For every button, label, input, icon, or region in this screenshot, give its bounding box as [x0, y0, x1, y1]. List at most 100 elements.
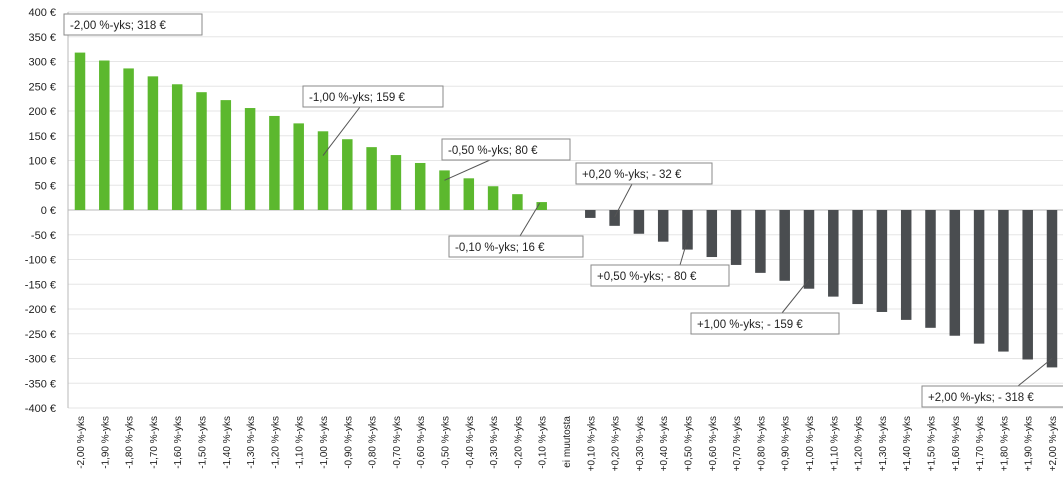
y-tick-label: -150 €	[25, 279, 56, 291]
y-tick-label: 0 €	[41, 205, 56, 217]
bar	[512, 194, 523, 210]
y-tick-label: 250 €	[28, 81, 56, 93]
x-category-label: +0,40 %-yks	[659, 416, 670, 471]
bar	[342, 139, 353, 210]
x-category-label: +0,30 %-yks	[635, 416, 646, 471]
x-category-label: +0,70 %-yks	[732, 416, 743, 471]
bar	[366, 147, 377, 210]
bar	[74, 52, 86, 211]
x-category-label: -0,70 %-yks	[392, 416, 403, 469]
y-tick-label: 400 €	[28, 7, 56, 19]
bar	[293, 123, 304, 210]
annotation-box	[575, 162, 713, 185]
annotation-box	[921, 385, 1063, 408]
annotation-label: -1,00 %-yks; 159 €	[309, 92, 405, 104]
annotation-box	[441, 138, 571, 161]
annotation-label: -0,10 %-yks; 16 €	[455, 242, 545, 254]
annotation-leader-line	[614, 183, 633, 218]
y-tick-label: -400 €	[25, 403, 56, 415]
bar	[925, 210, 936, 328]
bar	[876, 210, 888, 312]
x-category-label: -0,10 %-yks	[538, 416, 549, 469]
x-category-label: -1,40 %-yks	[222, 416, 233, 469]
x-category-label: +1,00 %-yks	[805, 416, 816, 471]
x-category-label: -0,40 %-yks	[465, 416, 476, 469]
bars	[74, 52, 1058, 368]
x-category-label: +0,10 %-yks	[586, 416, 597, 471]
x-category-label: -1,70 %-yks	[149, 416, 160, 469]
x-category-label: +0,20 %-yks	[611, 416, 622, 471]
bar	[900, 210, 912, 320]
annotations: -2,00 %-yks; 318 € -1,00 %-yks; 159 € -0,5…	[63, 13, 1063, 408]
bar	[998, 210, 1009, 352]
y-tick-label: -100 €	[25, 255, 56, 267]
annotation-box	[690, 312, 840, 335]
annotation-box	[63, 13, 203, 36]
x-category-label: +0,60 %-yks	[708, 416, 719, 471]
bar	[196, 92, 207, 210]
bar	[123, 68, 134, 211]
x-category-label: -0,60 %-yks	[416, 416, 427, 469]
annotation-box	[302, 85, 444, 108]
bar	[439, 170, 450, 210]
bar	[682, 210, 693, 250]
bar	[99, 60, 110, 211]
x-category-label: +1,60 %-yks	[951, 416, 962, 471]
y-tick-label: -50 €	[31, 230, 56, 242]
annotation-leader-line	[1017, 358, 1053, 387]
x-category-label: -1,10 %-yks	[295, 416, 306, 469]
bar	[171, 84, 183, 210]
annotation-leader-line	[322, 106, 361, 156]
x-category-label: +1,80 %-yks	[999, 416, 1010, 471]
x-category-label: -1,60 %-yks	[173, 416, 184, 469]
bar	[244, 108, 256, 210]
x-category-label: +1,40 %-yks	[902, 416, 913, 471]
x-category-label: -2,00 %-yks	[76, 416, 87, 469]
x-category-label: +0,90 %-yks	[781, 416, 792, 471]
x-category-label: +1,50 %-yks	[927, 416, 938, 471]
bar	[755, 210, 766, 273]
x-category-label: +2,00 %-yks	[1048, 416, 1059, 471]
annotation-label: -0,50 %-yks; 80 €	[448, 145, 538, 157]
bar	[828, 210, 839, 297]
x-category-label: -1,50 %-yks	[198, 416, 209, 469]
y-tick-label: -250 €	[25, 329, 56, 341]
bar	[585, 210, 596, 218]
y-tick-label: 200 €	[28, 106, 56, 118]
bar	[779, 210, 790, 281]
x-category-label: -0,50 %-yks	[441, 416, 452, 469]
x-category-label: -0,90 %-yks	[343, 416, 354, 469]
bar	[414, 162, 426, 210]
annotation-label: +0,20 %-yks; - 32 €	[582, 169, 682, 181]
bar	[949, 210, 961, 336]
x-category-label: +1,90 %-yks	[1024, 416, 1035, 471]
x-category-label: +0,80 %-yks	[756, 416, 767, 471]
x-category-label: +1,20 %-yks	[854, 416, 865, 471]
bar	[147, 76, 159, 210]
gridlines	[68, 11, 1063, 409]
annotation-box	[590, 264, 730, 287]
y-tick-label: 150 €	[28, 131, 56, 143]
annotation-label: -2,00 %-yks; 318 €	[70, 20, 166, 32]
x-category-label: -1,80 %-yks	[125, 416, 136, 469]
annotation-label: +1,00 %-yks; - 159 €	[697, 319, 803, 331]
y-tick-label: 350 €	[28, 32, 56, 44]
x-category-label: -0,20 %-yks	[513, 416, 524, 469]
x-category-label: +1,70 %-yks	[975, 416, 986, 471]
y-tick-label: -300 €	[25, 354, 56, 366]
x-category-label: +0,50 %-yks	[684, 416, 695, 471]
bar	[852, 210, 863, 305]
y-tick-label: 50 €	[35, 180, 56, 192]
x-category-label: -1,90 %-yks	[100, 416, 111, 469]
y-axis: 400 € 350 € 300 € 250 € 200 € 150 € 100 € 50 € 0…	[25, 7, 69, 415]
x-axis: -2,00 %-yks -1,90 %-yks -1,80 %-yks -1,70 %…	[76, 416, 1059, 472]
y-tick-label: 300 €	[28, 57, 56, 69]
y-tick-label: 100 €	[28, 156, 56, 168]
bar	[609, 210, 620, 226]
x-category-label: +1,10 %-yks	[829, 416, 840, 471]
annotation-box	[448, 235, 584, 258]
x-category-label: -1,00 %-yks	[319, 416, 330, 469]
bar	[269, 115, 280, 210]
bar	[220, 100, 232, 210]
